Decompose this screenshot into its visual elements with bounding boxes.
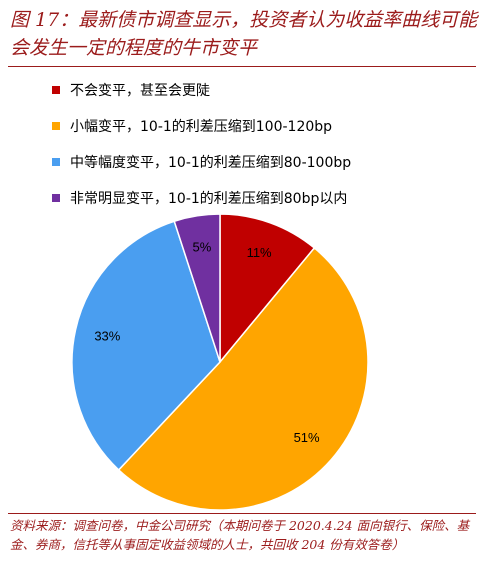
pie-slice-3 [173,213,221,363]
legend-swatch-1 [52,122,60,130]
footer-divider [8,513,476,514]
pie-label-2: 33% [94,328,120,343]
pie-label-3: 5% [193,239,212,254]
legend-label-1: 小幅变平，10-1的利差压缩到100-120bp [70,119,333,135]
legend-item-0: 不会变平，甚至会更陡 [52,72,472,108]
pie-label-0: 11% [247,245,272,260]
title-divider [8,66,476,67]
pie-slice-2 [71,220,221,471]
legend-item-3: 非常明显变平，10-1的利差压缩到80bp以内 [52,180,472,216]
source-note: 资料来源：调查问卷，中金公司研究（本期问卷于 2020.4.24 面向银行、保险… [10,518,470,552]
pie-label-1: 51% [294,430,320,445]
chart-legend: 不会变平，甚至会更陡 小幅变平，10-1的利差压缩到100-120bp 中等幅度… [52,72,472,216]
legend-swatch-2 [52,158,60,166]
pie-slice-1 [117,246,369,511]
legend-swatch-3 [52,194,60,202]
pie-slice-0 [219,213,316,365]
figure-title: 图 17：最新债市调查显示，投资者认为收益率曲线可能会发生一定的程度的牛市变平 [10,9,478,59]
legend-label-0: 不会变平，甚至会更陡 [70,83,210,99]
legend-label-2: 中等幅度变平，10-1的利差压缩到80-100bp [70,155,352,171]
legend-label-3: 非常明显变平，10-1的利差压缩到80bp以内 [70,191,348,207]
legend-item-1: 小幅变平，10-1的利差压缩到100-120bp [52,108,472,144]
legend-swatch-0 [52,86,60,94]
legend-item-2: 中等幅度变平，10-1的利差压缩到80-100bp [52,144,472,180]
